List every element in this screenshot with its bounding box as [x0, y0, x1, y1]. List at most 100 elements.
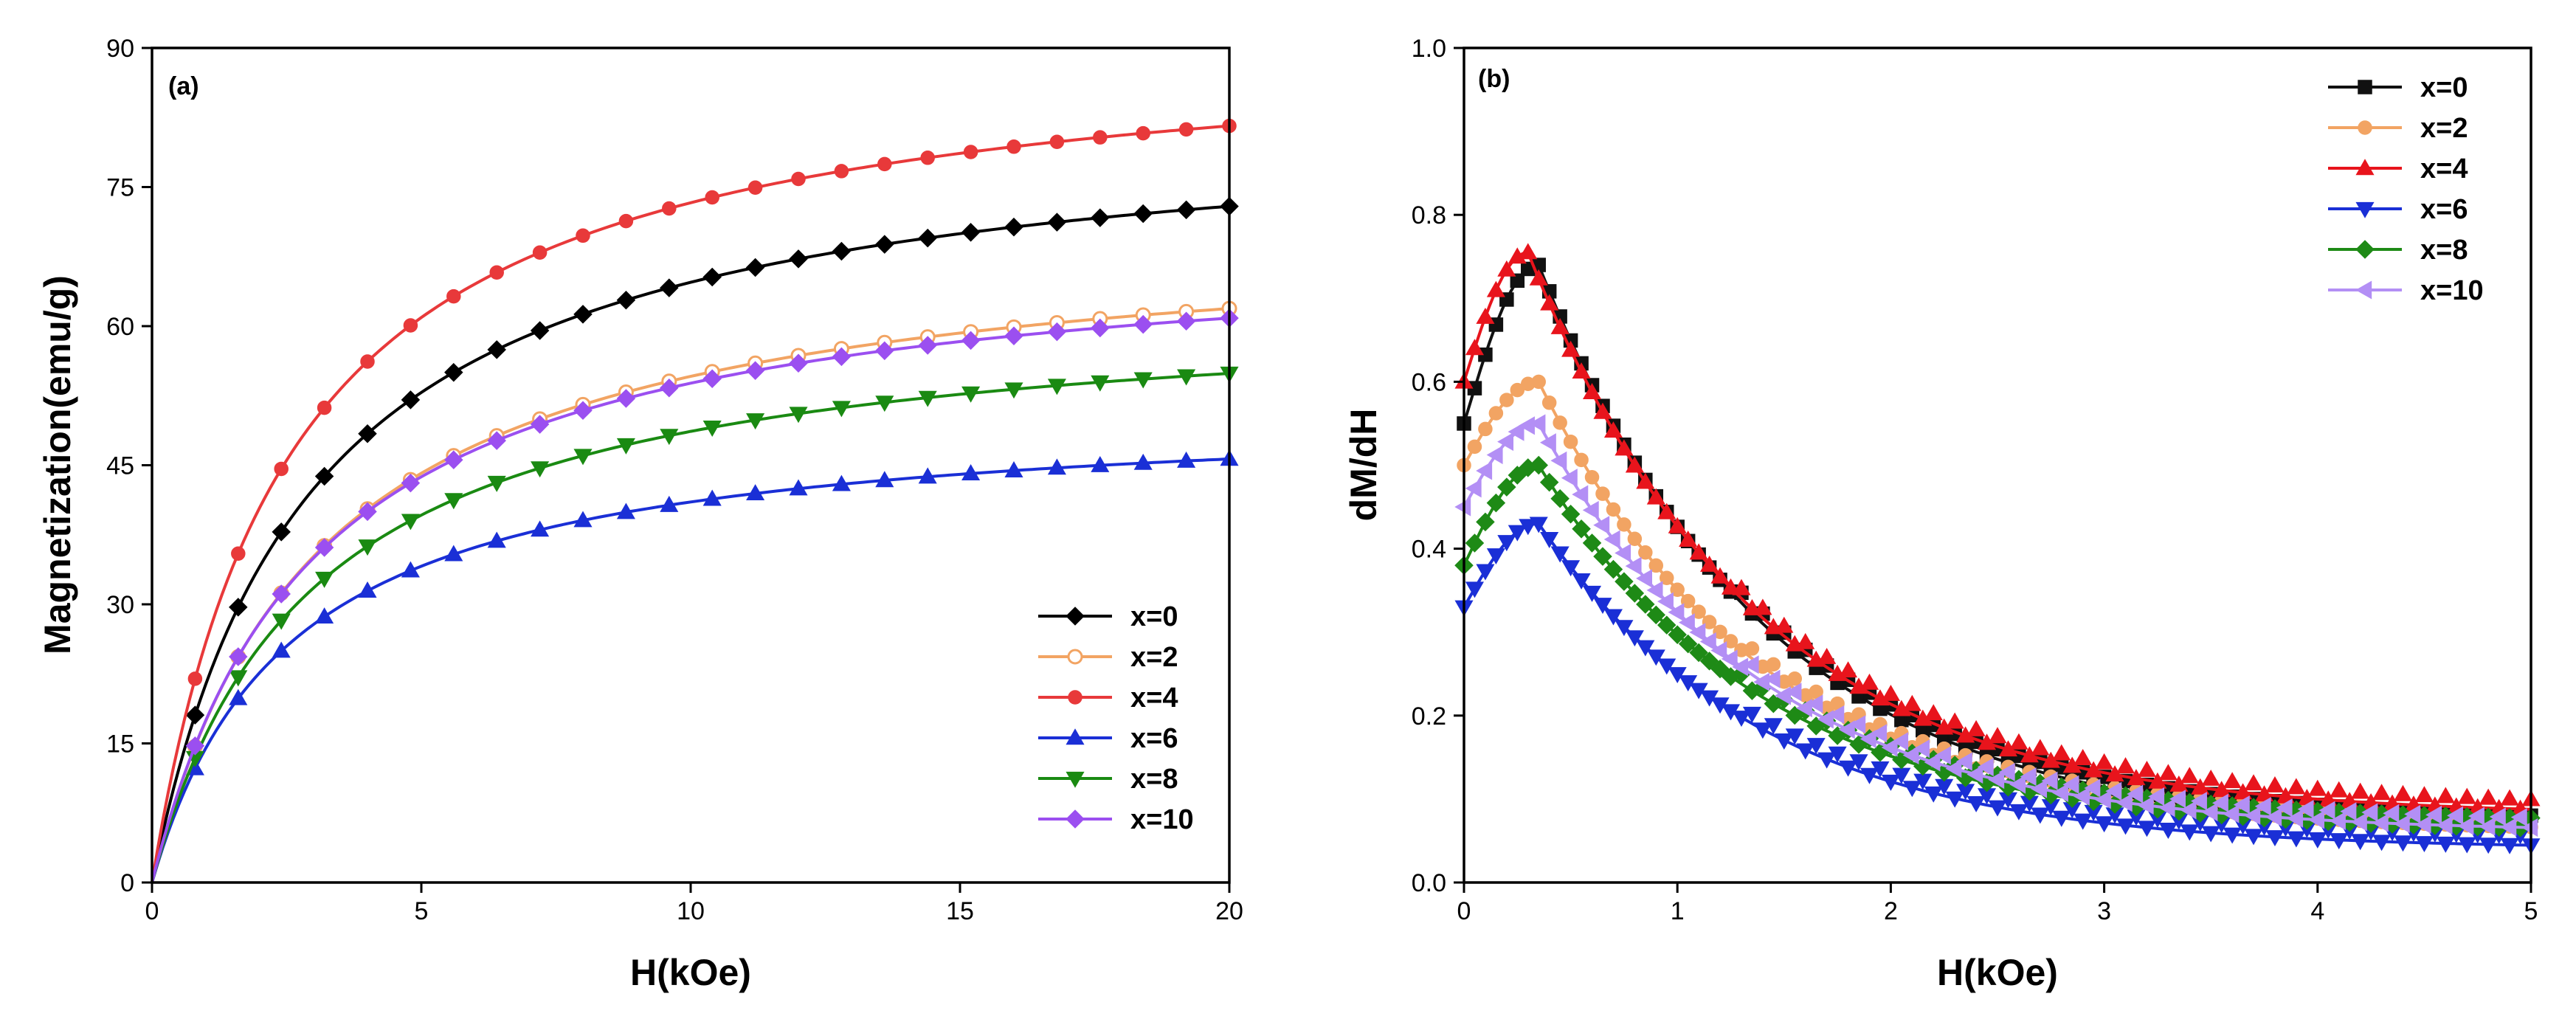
data-point-x=10: [1699, 632, 1716, 651]
data-point-x=6: [1615, 620, 1634, 637]
data-point-x=10: [1508, 422, 1524, 441]
data-point-x=4: [1732, 578, 1751, 595]
x-tick-label: 15: [946, 897, 974, 925]
data-point-x=4: [1753, 598, 1772, 615]
data-point-x=6: [2158, 823, 2178, 839]
legend-entry-label: x=6: [1130, 723, 1178, 754]
data-point-x=10: [1657, 592, 1674, 611]
x-tick-label: 4: [2310, 897, 2324, 925]
data-point-x=10: [702, 369, 722, 389]
y-tick-label: 0.4: [1412, 536, 1446, 564]
data-point-x=4: [1657, 502, 1677, 519]
data-point-x=10: [2244, 806, 2261, 825]
data-point-x=6: [2351, 834, 2370, 851]
data-point-x=10: [2414, 815, 2431, 835]
data-point-x=4: [1178, 122, 1194, 137]
legend-entry-label: x=4: [2420, 153, 2468, 184]
data-point-x=6: [1785, 728, 1804, 745]
data-point-x=4: [1486, 280, 1505, 297]
data-point-x=4: [1924, 704, 1943, 721]
legend-entry-label: x=4: [1130, 683, 1178, 714]
data-point-x=4: [920, 151, 935, 165]
data-point-x=10: [1988, 770, 2005, 790]
data-point-x=6: [272, 641, 291, 658]
panel-a-legend: x=0 x=2 x=4 x=6 x=8 x=10: [1038, 601, 1194, 835]
data-point-x=4: [1550, 317, 1570, 334]
data-point-x=10: [487, 431, 506, 450]
data-point-x=6: [2223, 827, 2242, 844]
legend-marker: [1066, 809, 1085, 829]
data-point-x=4: [1689, 543, 1708, 560]
data-point-x=6: [1966, 795, 1986, 812]
data-point-x=4: [2234, 783, 2253, 800]
data-point-x=6: [2414, 836, 2434, 853]
data-point-x=4: [489, 265, 504, 280]
data-point-x=10: [2350, 812, 2367, 832]
legend-marker: [1066, 771, 1085, 788]
data-point-x=6: [1988, 800, 2007, 817]
data-point-x=10: [2041, 771, 2058, 790]
data-point-x=10: [832, 347, 852, 367]
data-point-x=8: [961, 386, 981, 403]
data-point-x=0: [487, 340, 506, 359]
data-point-x=6: [1924, 786, 1943, 803]
data-point-x=10: [2223, 804, 2240, 823]
data-point-x=10: [1047, 322, 1067, 342]
data-point-x=4: [662, 201, 677, 216]
data-point-x=4: [1540, 294, 1559, 311]
data-point-x=8: [616, 438, 635, 455]
data-point-x=4: [1006, 139, 1021, 154]
data-point-x=6: [2073, 813, 2093, 830]
data-point-x=10: [314, 538, 334, 557]
data-point-x=10: [2457, 816, 2474, 835]
data-point-x=10: [1934, 746, 1951, 765]
data-point-x=2: [1617, 517, 1631, 532]
data-point-x=2: [1499, 393, 1514, 407]
data-point-x=10: [401, 473, 421, 493]
y-tick-label: 90: [106, 35, 134, 63]
data-point-x=10: [2404, 804, 2421, 823]
data-point-x=6: [2095, 816, 2114, 833]
data-point-x=4: [1988, 727, 2007, 744]
data-point-x=10: [2105, 781, 2122, 801]
data-point-x=10: [1176, 311, 1196, 331]
data-point-x=4: [618, 213, 634, 229]
data-point-x=10: [1753, 672, 1770, 691]
data-point-x=6: [2372, 835, 2392, 852]
y-tick-label: 1.0: [1412, 35, 1446, 63]
data-point-x=8: [1177, 369, 1196, 386]
data-point-x=8: [315, 571, 334, 588]
data-point-x=10: [2393, 814, 2410, 833]
data-point-x=4: [1582, 383, 1602, 400]
data-point-x=4: [360, 354, 375, 369]
data-point-x=4: [1572, 362, 1591, 379]
data-point-x=8: [1657, 615, 1677, 635]
data-point-x=10: [2180, 801, 2197, 820]
data-point-x=4: [2223, 772, 2242, 789]
data-point-x=4: [1625, 456, 1644, 473]
data-point-x=4: [2180, 767, 2199, 784]
data-point-x=6: [1775, 733, 1794, 750]
data-point-x=4: [2212, 781, 2231, 798]
data-point-x=4: [1603, 421, 1623, 438]
data-point-x=8: [1476, 512, 1495, 532]
data-point-x=4: [576, 228, 590, 243]
data-point-x=10: [2073, 787, 2090, 806]
data-point-x=10: [2190, 792, 2207, 811]
data-point-x=10: [1615, 543, 1631, 563]
data-point-x=10: [2116, 793, 2133, 812]
data-point-x=4: [2287, 778, 2306, 795]
data-point-x=0: [616, 291, 636, 310]
data-point-x=6: [2052, 810, 2071, 827]
data-point-x=6: [1572, 573, 1591, 590]
data-point-x=6: [2031, 807, 2050, 824]
data-point-x=10: [2447, 806, 2463, 825]
data-point-x=4: [403, 318, 418, 333]
data-point-x=6: [1550, 546, 1570, 563]
data-point-x=10: [1497, 432, 1514, 452]
data-point-x=6: [2201, 826, 2220, 843]
data-point-x=10: [2468, 806, 2485, 826]
legend-entry-label: x=6: [2420, 194, 2468, 225]
data-point-x=10: [2265, 807, 2282, 826]
data-point-x=10: [2211, 793, 2228, 812]
